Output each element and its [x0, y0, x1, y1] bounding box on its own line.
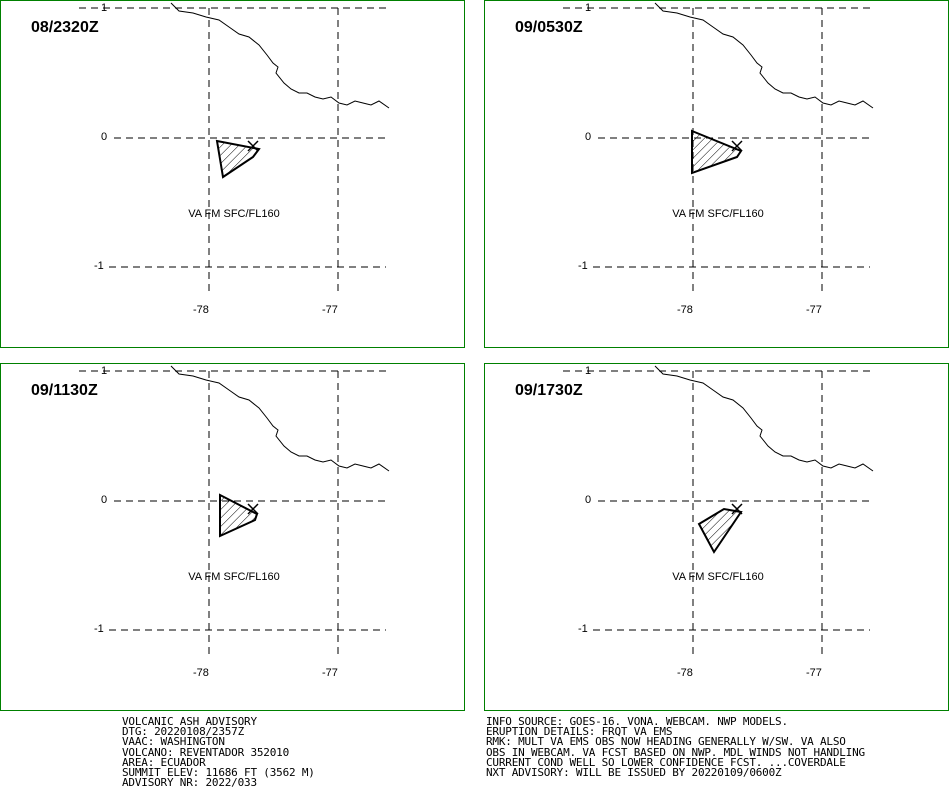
map-panel-3	[79, 365, 390, 659]
lat-tick-0: 0	[585, 131, 592, 143]
map-panel-2	[563, 2, 874, 296]
coastline	[170, 365, 390, 472]
coastline	[654, 365, 874, 472]
lat-tick-1: 1	[585, 2, 592, 14]
flight-level-label: VA FM SFC/FL160	[672, 208, 764, 220]
map-panel-1	[79, 2, 390, 296]
coastline	[654, 2, 874, 109]
advisory-number: ADVISORY NR: 2022/033	[122, 776, 257, 790]
volcano-x-mark-icon	[731, 140, 743, 152]
forecast-panel-3: 09/1130Z 1 0 -1 -78 -77 VA FM SFC/FL160	[0, 363, 465, 711]
volcano-x-mark-icon	[731, 503, 743, 515]
volcano-x-mark-icon	[247, 503, 259, 515]
advisory-vaac: VAAC: WASHINGTON	[122, 735, 225, 749]
panel-time: 09/1730Z	[515, 382, 583, 399]
flight-level-label: VA FM SFC/FL160	[188, 208, 280, 220]
coastline	[170, 2, 390, 109]
panel-time: 09/0530Z	[515, 19, 583, 36]
volcano-x-mark-icon	[247, 140, 259, 152]
lon-tick-minus-78: -78	[677, 667, 693, 679]
ash-cloud-polygon	[691, 129, 743, 175]
lat-tick-1: 1	[101, 365, 108, 377]
advisory-remarks-line-1: RMK: MULT VA EMS OBS NOW HEADING GENERAL…	[486, 735, 846, 749]
advisory-header-block: VOLCANIC ASH ADVISORY DTG: 20220108/2357…	[122, 715, 315, 790]
lon-tick-minus-77: -77	[806, 667, 822, 679]
lon-tick-minus-78: -78	[677, 304, 693, 316]
lon-tick-minus-77: -77	[322, 304, 338, 316]
advisory-remarks-line-2: OBS IN WEBCAM. VA FCST BASED ON NWP. MDL…	[486, 745, 865, 759]
advisory-remarks-block: INFO SOURCE: GOES-16. VONA. WEBCAM. NWP …	[486, 715, 865, 780]
lat-lon-grid	[563, 370, 870, 659]
lat-lon-grid	[79, 370, 386, 659]
lon-tick-minus-77: -77	[322, 667, 338, 679]
forecast-panel-2: 09/0530Z 1 0 -1 -78 -77 VA FM SFC/FL160	[484, 0, 949, 348]
lat-tick-minus-1: -1	[578, 623, 588, 635]
advisory-remarks-line-3: CURRENT COND WELL SO LOWER CONFIDENCE FC…	[486, 755, 846, 769]
panel-time: 08/2320Z	[31, 19, 99, 36]
advisory-info-source: INFO SOURCE: GOES-16. VONA. WEBCAM. NWP …	[486, 715, 788, 728]
lat-tick-1: 1	[585, 365, 592, 377]
flight-level-label: VA FM SFC/FL160	[672, 571, 764, 583]
advisory-summit-elev: SUMMIT ELEV: 11686 FT (3562 M)	[122, 766, 315, 780]
lat-tick-minus-1: -1	[94, 260, 104, 272]
lon-tick-minus-78: -78	[193, 667, 209, 679]
forecast-panel-1: 08/2320Z 1 0 -1 -78 -77 VA FM SFC/FL160	[0, 0, 465, 348]
lat-tick-0: 0	[101, 494, 108, 506]
lat-tick-0: 0	[101, 131, 108, 143]
flight-level-label: VA FM SFC/FL160	[188, 571, 280, 583]
map-panel-4	[563, 365, 874, 659]
lat-tick-1: 1	[101, 2, 108, 14]
lat-tick-0: 0	[585, 494, 592, 506]
lat-tick-minus-1: -1	[94, 623, 104, 635]
advisory-dtg: DTG: 20220108/2357Z	[122, 725, 245, 739]
lon-tick-minus-77: -77	[806, 304, 822, 316]
lat-lon-grid	[79, 7, 386, 296]
lon-tick-minus-78: -78	[193, 304, 209, 316]
ash-cloud-polygon	[219, 493, 259, 538]
advisory-title: VOLCANIC ASH ADVISORY	[122, 715, 257, 728]
ash-cloud-polygon	[697, 507, 743, 554]
advisory-next: NXT ADVISORY: WILL BE ISSUED BY 20220109…	[486, 766, 782, 780]
advisory-area: AREA: ECUADOR	[122, 755, 206, 769]
lat-tick-minus-1: -1	[578, 260, 588, 272]
forecast-panel-4: 09/1730Z 1 0 -1 -78 -77 VA FM SFC/FL160	[484, 363, 949, 711]
advisory-eruption-details: ERUPTION DETAILS: FRQT VA EMS	[486, 725, 673, 739]
panel-time: 09/1130Z	[31, 382, 98, 399]
advisory-volcano: VOLCANO: REVENTADOR 352010	[122, 745, 289, 759]
